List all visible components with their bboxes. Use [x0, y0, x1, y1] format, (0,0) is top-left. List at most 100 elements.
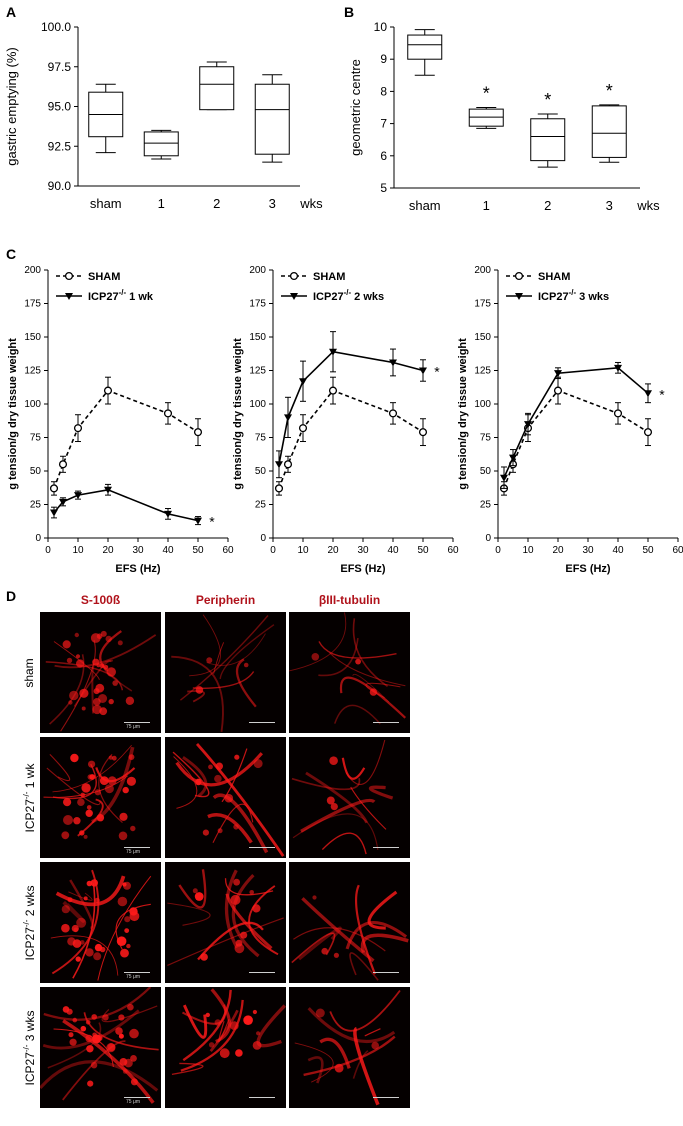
- data-point-icp27: [614, 364, 622, 372]
- x-tick-label: 0: [45, 545, 51, 556]
- data-point-icp27: [164, 510, 172, 518]
- panel-label-d: D: [6, 588, 17, 604]
- y-tick-label: 150: [249, 332, 266, 343]
- x-tick-label: 40: [162, 545, 174, 556]
- box: [407, 34, 443, 60]
- legend-name-sup: -/-: [344, 288, 352, 297]
- fluorescence-pattern: [294, 989, 401, 1106]
- micrograph-row-label: ICP27-/- 1 wk: [22, 763, 37, 832]
- fluorescence-pattern: [172, 743, 285, 857]
- scale-bar: [124, 972, 150, 973]
- row-label-sup: -/-: [22, 791, 31, 799]
- micrograph-image: [289, 612, 410, 733]
- data-point-sham: [73, 424, 83, 433]
- x-tick-label: 0: [270, 545, 276, 556]
- fluorescence-pattern: [289, 612, 407, 725]
- micrograph-image: 75 μm: [40, 987, 161, 1108]
- scale-bar: [373, 1097, 399, 1098]
- x-category-label: 3: [606, 198, 613, 213]
- data-point-icp27: [524, 421, 532, 429]
- data-point-icp27: [554, 370, 562, 378]
- x-tick-label: 20: [102, 545, 114, 556]
- x-tick-label: 0: [495, 545, 501, 556]
- micrograph-image: [165, 737, 286, 858]
- data-point-icp27: [419, 367, 427, 375]
- y-tick-label: 25: [255, 500, 267, 511]
- panel-label-b: B: [344, 4, 355, 20]
- series-line: [53, 389, 199, 489]
- data-point-sham: [643, 428, 653, 437]
- x-tick-label: 20: [552, 545, 564, 556]
- legend-label: SHAM: [88, 271, 120, 283]
- legend-name-sup: -/-: [119, 288, 127, 297]
- x-unit-label: wks: [636, 198, 660, 213]
- fluorescence-pattern: [171, 988, 286, 1076]
- scale-bar-label: 75 μm: [126, 1099, 140, 1105]
- y-tick-label: 50: [255, 466, 267, 477]
- y-axis-label: g tension/g dry tissue weight: [457, 338, 469, 490]
- y-axis-label: g tension/g dry tissue weight: [232, 338, 244, 490]
- x-tick-label: 50: [192, 545, 204, 556]
- y-tick-label: 9: [380, 52, 387, 66]
- y-tick-label: 10: [374, 20, 388, 34]
- series-line: [278, 389, 424, 489]
- data-point-sham: [298, 424, 308, 433]
- data-point-icp27: [194, 517, 202, 525]
- row-label-text: ICP27: [23, 1051, 37, 1085]
- micrograph-column-header: S-100ß: [80, 593, 121, 607]
- y-tick-label: 100: [474, 399, 491, 410]
- legend-name: ICP27: [313, 291, 344, 303]
- y-tick-label: 150: [24, 332, 41, 343]
- y-axis-label: geometric centre: [348, 59, 363, 156]
- y-tick-label: 175: [474, 299, 491, 310]
- x-tick-label: 60: [447, 545, 459, 556]
- micrograph-row-label: sham: [22, 658, 36, 687]
- data-point-icp27: [284, 414, 292, 422]
- micrograph-image: 75 μm: [40, 737, 161, 858]
- x-tick-label: 60: [672, 545, 683, 556]
- legend-marker: [64, 271, 74, 281]
- x-tick-label: 30: [582, 545, 594, 556]
- micrograph-image: [165, 987, 286, 1108]
- x-tick-label: 40: [612, 545, 624, 556]
- x-tick-label: 20: [327, 545, 339, 556]
- y-tick-label: 97.5: [48, 60, 72, 74]
- micrograph-column-header: βIII-tubulin: [318, 593, 381, 607]
- data-point-icp27: [275, 461, 283, 469]
- data-point-icp27: [299, 378, 307, 386]
- y-tick-label: 25: [30, 500, 42, 511]
- legend-label: ICP27-/- 1 wk: [88, 288, 154, 303]
- scale-bar: [249, 722, 275, 723]
- data-point-sham: [553, 386, 563, 395]
- legend-label: SHAM: [538, 271, 570, 283]
- micrograph-image: [165, 612, 286, 733]
- x-tick-label: 30: [357, 545, 369, 556]
- x-category-label: 1: [158, 196, 165, 211]
- row-label-text: ICP27: [23, 798, 37, 832]
- scale-bar: [124, 847, 150, 848]
- y-tick-label: 8: [380, 84, 387, 98]
- box-plot-geometric-centre: 5 6 7 8 9 10 geometric centre sham 1 * 2 * 3 * wks: [348, 20, 660, 213]
- x-category-label: sham: [409, 198, 441, 213]
- row-label-suffix: 1 wk: [23, 763, 37, 792]
- y-tick-label: 100: [24, 399, 41, 410]
- x-category-label: 2: [544, 198, 551, 213]
- x-tick-label: 10: [297, 545, 309, 556]
- y-tick-label: 0: [260, 533, 266, 544]
- box-plot-gastric-emptying: 90.0 92.5 95.0 97.5 100.0 gastric emptying (%…: [4, 20, 323, 211]
- y-tick-label: 200: [24, 265, 41, 276]
- y-axis-label: g tension/g dry tissue weight: [7, 338, 19, 490]
- y-tick-label: 0: [485, 533, 491, 544]
- legend-name-sup: -/-: [569, 288, 577, 297]
- scale-bar-label: 75 μm: [126, 724, 140, 730]
- data-point-sham: [193, 428, 203, 437]
- fluorescence-pattern: [45, 630, 157, 732]
- x-category-label: 1: [483, 198, 490, 213]
- row-label-text: sham: [22, 657, 36, 688]
- box: [143, 131, 179, 157]
- data-point-icp27: [509, 454, 517, 462]
- y-tick-label: 125: [24, 366, 41, 377]
- legend-name: SHAM: [538, 271, 570, 283]
- x-axis-label: EFS (Hz): [565, 563, 611, 575]
- data-point-icp27: [389, 359, 397, 367]
